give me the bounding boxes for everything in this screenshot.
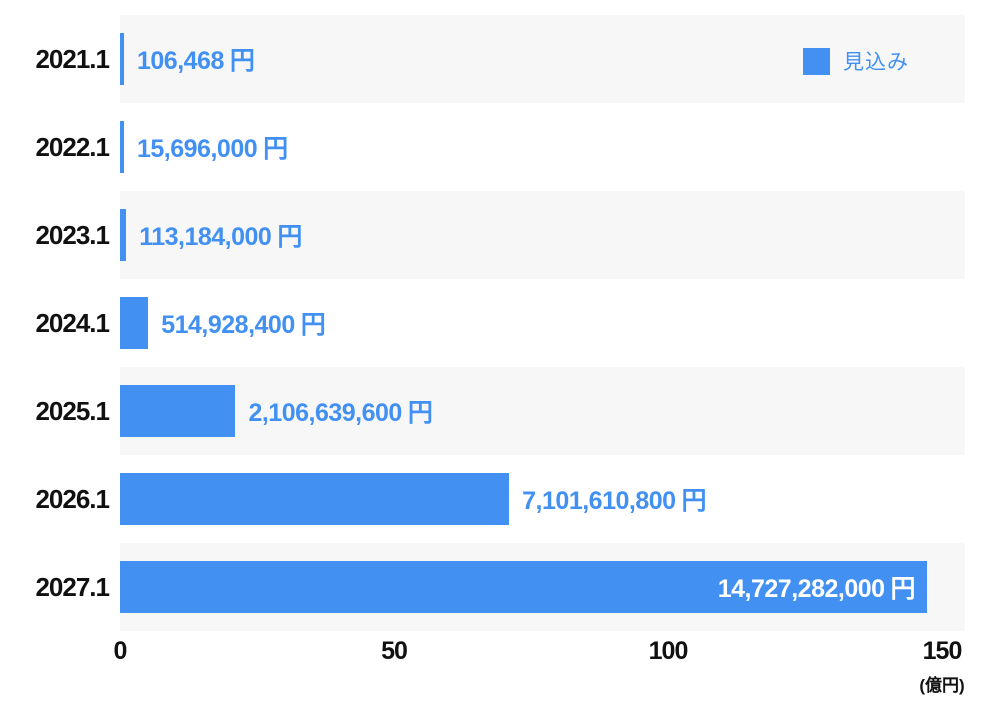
row-band: 514,928,400 円 (120, 279, 965, 367)
category-label: 2026.1 (0, 455, 120, 543)
chart-row: 2027.1 14,727,282,000 円 (0, 543, 965, 631)
value-number: 15,696,000 (137, 135, 258, 163)
chart-rows: 2021.1 106,468 円 2022.1 15,696,000 円 2023.1 113… (0, 15, 965, 631)
value-unit: 円 (890, 575, 916, 603)
bar-2024.1[interactable] (120, 297, 149, 349)
x-tick-150: 150 (922, 637, 963, 665)
value-label: 106,468 円 (137, 41, 255, 77)
legend-swatch (803, 47, 830, 75)
value-unit: 円 (681, 487, 707, 515)
chart-row: 2022.1 15,696,000 円 (0, 103, 965, 191)
value-unit: 円 (300, 311, 326, 339)
x-tick-100: 100 (648, 637, 689, 665)
x-axis-unit-label: (億円) (919, 676, 965, 695)
category-label: 2021.1 (0, 15, 120, 103)
value-label: 514,928,400 円 (161, 305, 326, 341)
chart-row: 2026.1 7,101,610,800 円 (0, 455, 965, 543)
value-number: 2,106,639,600 (248, 399, 402, 427)
value-unit: 円 (407, 399, 433, 427)
value-number: 106,468 (137, 47, 224, 75)
bar-2026.1[interactable] (120, 473, 510, 525)
row-band: 14,727,282,000 円 (120, 543, 965, 631)
value-label: 14,727,282,000 円 (717, 569, 916, 605)
value-number: 7,101,610,800 (522, 487, 676, 515)
value-unit: 円 (277, 223, 302, 251)
value-unit: 円 (229, 47, 255, 75)
bar-2027.1[interactable]: 14,727,282,000 円 (120, 561, 928, 613)
value-number: 14,727,282,000 (717, 575, 885, 603)
value-label: 113,184,000 円 (139, 217, 302, 253)
value-unit: 円 (263, 135, 288, 163)
value-label: 2,106,639,600 円 (248, 393, 432, 429)
x-tick-0: 0 (113, 637, 128, 665)
row-band: 15,696,000 円 (120, 103, 965, 191)
x-axis: 0 50 100 150 (億円) (114, 635, 965, 705)
value-number: 514,928,400 (161, 311, 295, 339)
category-label: 2023.1 (0, 191, 120, 279)
bar-2022.1[interactable] (120, 121, 124, 173)
row-band: 2,106,639,600 円 (120, 367, 965, 455)
category-label: 2024.1 (0, 279, 120, 367)
category-label: 2022.1 (0, 103, 120, 191)
chart-row: 2025.1 2,106,639,600 円 (0, 367, 965, 455)
bar-2023.1[interactable] (120, 209, 127, 261)
row-band: 113,184,000 円 (120, 191, 965, 279)
chart-row: 2024.1 514,928,400 円 (0, 279, 965, 367)
value-label: 15,696,000 円 (137, 129, 288, 165)
bar-2025.1[interactable] (120, 385, 236, 437)
category-label: 2027.1 (0, 543, 120, 631)
legend[interactable]: 見込み (803, 46, 909, 76)
row-band: 7,101,610,800 円 (120, 455, 965, 543)
value-label: 7,101,610,800 円 (522, 481, 706, 517)
value-number: 113,184,000 (139, 223, 272, 251)
category-label: 2025.1 (0, 367, 120, 455)
x-tick-50: 50 (381, 637, 408, 665)
legend-label: 見込み (843, 51, 909, 74)
bar-2021.1[interactable] (120, 33, 124, 85)
chart-row: 2023.1 113,184,000 円 (0, 191, 965, 279)
